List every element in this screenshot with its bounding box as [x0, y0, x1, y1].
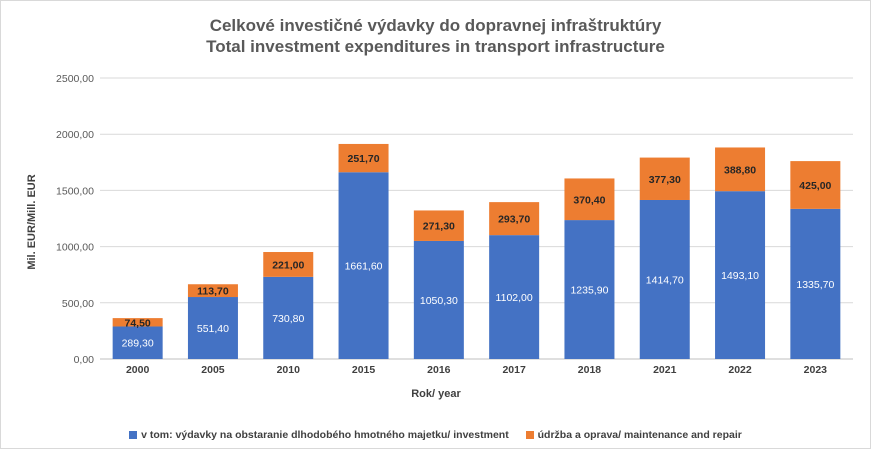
- bar-maintenance: [112, 318, 163, 327]
- bar-maintenance: [187, 284, 238, 298]
- data-label-maintenance: 251,70: [347, 153, 379, 165]
- bar-maintenance: [413, 210, 464, 241]
- legend-item-maintenance: údržba a oprava/ maintenance and repair: [525, 429, 742, 441]
- y-tick-label: 1500,00: [56, 185, 94, 197]
- legend-item-investment: v tom: výdavky na obstaranie dlhodobého …: [129, 429, 509, 441]
- x-tick-labels: 2000 2005 2010 2015 2016 2017 2018 2021 2022 2023: [126, 364, 827, 376]
- bar-maintenance: [715, 147, 766, 192]
- chart-title: Celkové investičné výdavky do dopravnej …: [209, 16, 662, 35]
- data-label-investment: 289,30: [122, 338, 154, 350]
- bar-investment: [112, 326, 163, 359]
- y-tick-label: 1000,00: [56, 242, 94, 254]
- y-tick-label: 2500,00: [56, 73, 94, 85]
- bar-investment: [338, 172, 389, 359]
- x-tick-label: 2005: [201, 364, 225, 376]
- data-label-maintenance: 271,30: [423, 221, 455, 233]
- x-tick-label: 2010: [277, 364, 301, 376]
- y-tick-label: 2000,00: [56, 129, 94, 141]
- legend-swatch-maintenance: [525, 431, 534, 439]
- data-label-investment: 1050,30: [420, 295, 458, 307]
- x-tick-label: 2022: [728, 364, 752, 376]
- data-label-maintenance: 377,30: [649, 174, 681, 186]
- data-label-maintenance: 221,00: [272, 259, 304, 271]
- legend: v tom: výdavky na obstaranie dlhodobého …: [0, 429, 871, 442]
- y-tick-label: 500,00: [62, 298, 94, 310]
- data-label-investment: 1102,00: [496, 292, 533, 304]
- data-label-maintenance: 370,40: [573, 194, 605, 206]
- data-label-investment: 730,80: [272, 313, 304, 325]
- bar-investment: [715, 191, 766, 359]
- bar-maintenance: [338, 143, 389, 173]
- data-label-maintenance: 388,80: [724, 164, 756, 176]
- bar-investment: [639, 199, 690, 359]
- data-label-investment: 1235,90: [570, 285, 608, 297]
- y-tick-label: 0,00: [74, 354, 95, 366]
- legend-label-maintenance: údržba a oprava/ maintenance and repair: [537, 429, 742, 441]
- bar-maintenance: [564, 178, 615, 221]
- x-axis-label: Rok/ year: [411, 388, 461, 400]
- legend-label-investment: v tom: výdavky na obstaranie dlhodobého …: [141, 429, 509, 441]
- data-label-investment: 551,40: [197, 323, 229, 335]
- bar-investment: [489, 235, 540, 359]
- bar-maintenance: [639, 157, 690, 200]
- data-label-investment: 1414,70: [646, 274, 684, 286]
- x-tick-label: 2021: [653, 364, 677, 376]
- bar-investment: [187, 297, 238, 359]
- data-label-investment: 1335,70: [796, 279, 834, 291]
- data-label-maintenance: 74,50: [125, 317, 151, 329]
- legend-swatch-investment: [129, 431, 138, 439]
- y-axis-label: Mil. EUR/Mill. EUR: [26, 174, 38, 269]
- y-tick-labels: 0,00 500,00 1000,00 1500,00 2000,00 2500,00: [56, 73, 94, 366]
- data-label-maintenance: 113,70: [197, 286, 229, 298]
- bar-investment: [790, 208, 841, 359]
- bar-investment: [564, 220, 615, 359]
- x-tick-label: 2015: [352, 364, 376, 376]
- bar-investment: [263, 276, 314, 359]
- x-tick-label: 2017: [502, 364, 526, 376]
- chart-subtitle: Total investment expenditures in transpo…: [206, 37, 665, 56]
- bar-maintenance: [489, 202, 540, 236]
- data-label-investment: 1493,10: [721, 270, 759, 282]
- bar-investment: [413, 240, 464, 359]
- data-label-maintenance: 293,70: [498, 214, 530, 226]
- x-tick-label: 2000: [126, 364, 150, 376]
- x-tick-label: 2023: [804, 364, 828, 376]
- data-label-investment: 1661,60: [345, 261, 383, 273]
- x-tick-label: 2016: [427, 364, 451, 376]
- data-label-maintenance: 425,00: [799, 180, 831, 192]
- bar-maintenance: [263, 252, 314, 277]
- bar-series: 289,30 74,50 551,40 113,70 730,80 221,00 1661,…: [112, 143, 841, 359]
- x-tick-label: 2018: [578, 364, 602, 376]
- bar-maintenance: [790, 161, 841, 209]
